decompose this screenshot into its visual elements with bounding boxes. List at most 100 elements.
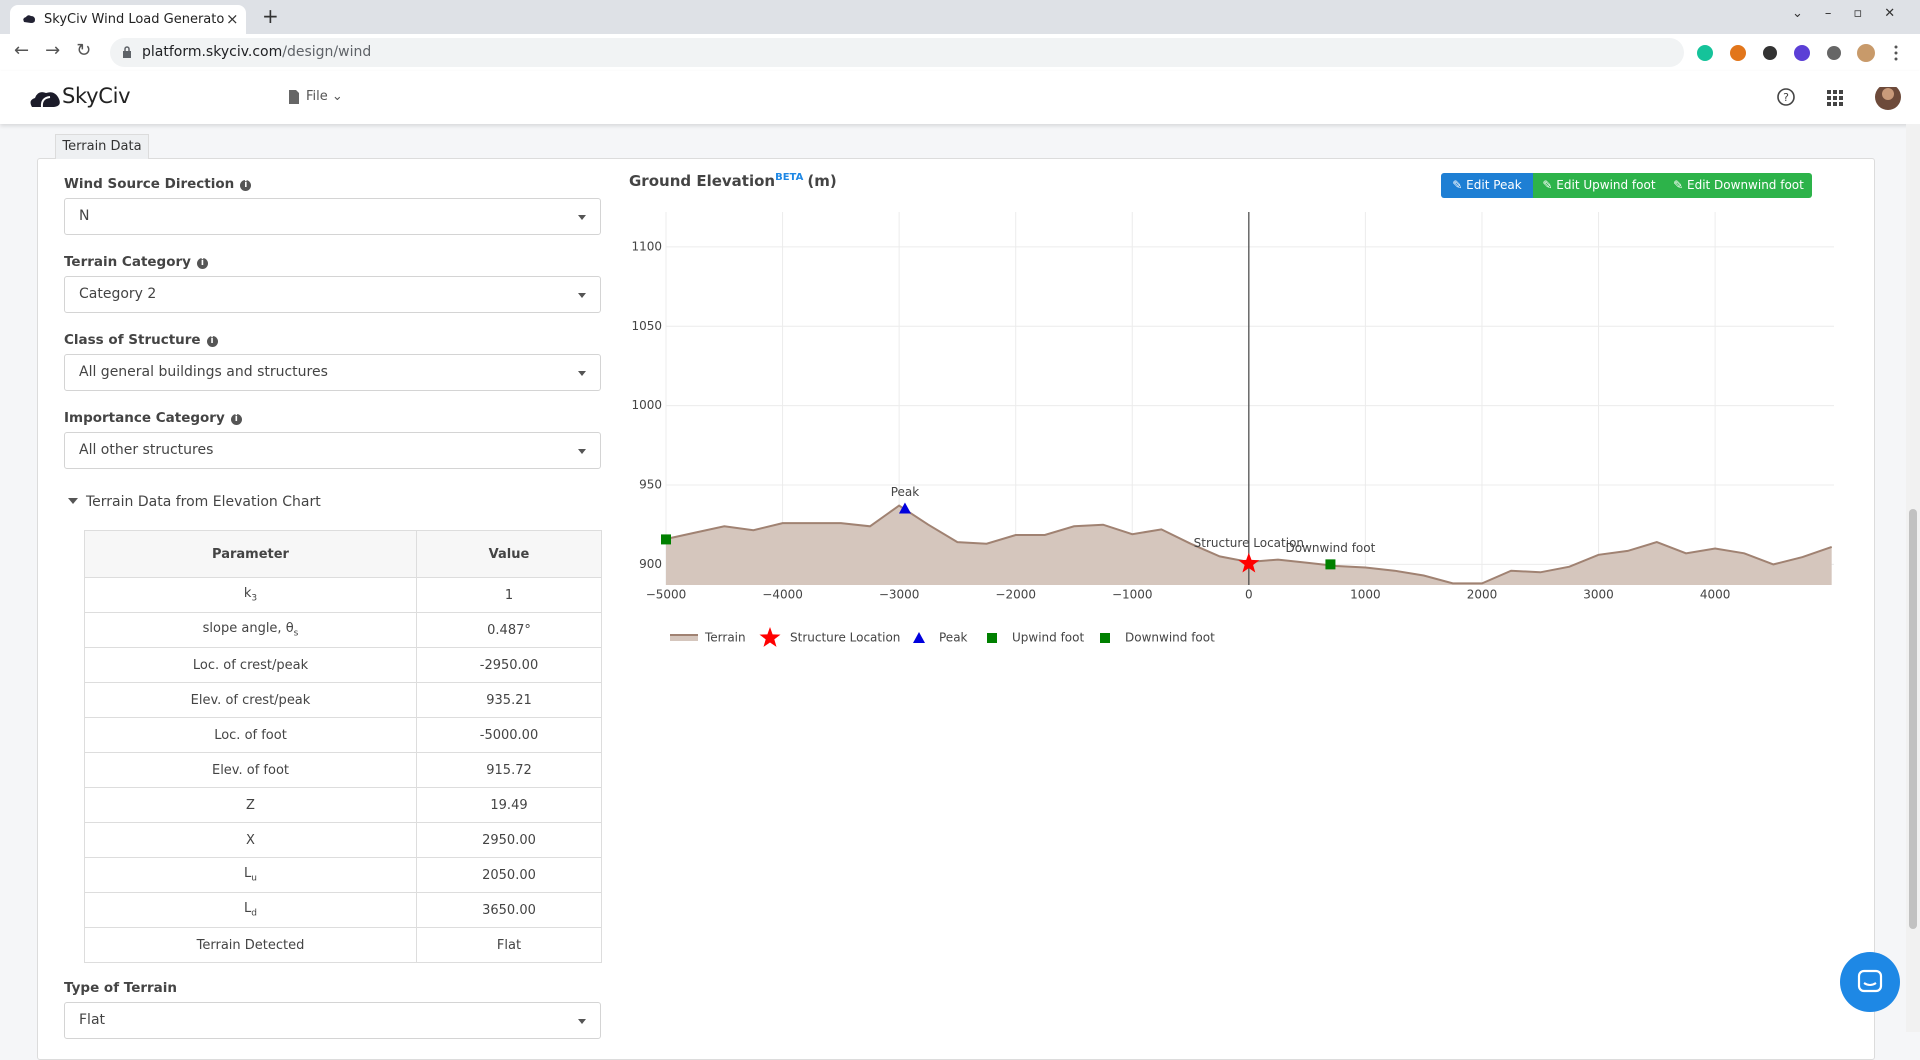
scroll-thumb[interactable] (1909, 509, 1917, 929)
tab-bar: SkyCiv Wind Load Generato × + ⌄–▫✕ (0, 0, 1920, 34)
omnibox[interactable]: platform.skyciv.com/design/wind (110, 38, 1684, 67)
edit-downwind-button[interactable]: ✎ Edit Downwind foot (1665, 173, 1812, 198)
parameter-label: X (246, 832, 255, 848)
y-tick-label: 1100 (631, 239, 662, 253)
parameter-cell: Ld (84, 892, 417, 928)
parameter-label: Elev. of foot (211, 762, 290, 778)
value-cell: 19.49 (416, 787, 602, 823)
terrain-table: Parameter Value k3 1 slope angle, θs 0.487°… (84, 530, 602, 963)
chart-unit: (m) (807, 172, 837, 190)
legend-marker (913, 632, 925, 643)
parameter-cell: Elev. of crest/peak (84, 682, 417, 718)
foot-marker (1325, 559, 1336, 570)
x-tick-label: −1000 (1112, 588, 1153, 602)
parameter-cell: Loc. of foot (84, 717, 417, 753)
field-label: Terrain Category i (64, 254, 208, 270)
x-tick-label: −5000 (646, 588, 687, 602)
parameter-cell: Elev. of foot (84, 752, 417, 788)
browser-tab[interactable]: SkyCiv Wind Load Generato × (10, 5, 246, 34)
caret (578, 293, 586, 298)
x-tick-label: −2000 (995, 588, 1036, 602)
logo-text[interactable]: SkyCiv (62, 84, 131, 108)
table-row: Loc. of foot -5000.00 (84, 717, 602, 753)
field-label: Wind Source Direction i (64, 176, 252, 192)
x-tick-label: 1000 (1350, 588, 1381, 602)
tab-title: SkyCiv Wind Load Generato (44, 12, 225, 27)
value-cell: -5000.00 (416, 717, 602, 753)
chart-title: Ground ElevationBETA (m) (629, 172, 837, 190)
parameter-label: k (243, 586, 252, 602)
table-row: Ld 3650.00 (84, 892, 602, 928)
field-label-text: Terrain Category (64, 254, 191, 270)
value-cell: Flat (416, 927, 602, 963)
legend-label: Terrain (704, 631, 746, 645)
x-tick-label: 0 (1245, 588, 1253, 602)
x-tick-label: −4000 (762, 588, 803, 602)
select[interactable]: Category 2 (64, 276, 601, 313)
header-icons: ? (1777, 87, 1901, 110)
select-value: All other structures (79, 442, 214, 458)
collapsible-header[interactable]: Terrain Data from Elevation Chart (68, 494, 321, 510)
value-cell: 935.21 (416, 682, 602, 718)
info-icon: i (196, 258, 208, 269)
extension-icons (1697, 44, 1898, 62)
table-row: Z 19.49 (84, 787, 602, 823)
parameter-label: Loc. of crest/peak (192, 657, 309, 673)
chat-icon (1857, 969, 1883, 993)
caret (578, 215, 586, 220)
value-cell: 2050.00 (416, 857, 602, 893)
foot-marker (661, 534, 671, 545)
info-icon: i (240, 180, 252, 191)
table-row: Elev. of crest/peak 935.21 (84, 682, 602, 718)
caret (578, 371, 586, 376)
value-cell: 2950.00 (416, 822, 602, 858)
table-header: Value (416, 530, 602, 578)
select[interactable]: All other structures (64, 432, 601, 469)
app-header: SkyCiv File ⌄ ? (0, 71, 1920, 124)
url-host: platform.skyciv.com (142, 44, 283, 60)
legend-marker (759, 627, 781, 647)
legend-label: Downwind foot (1125, 631, 1215, 645)
table-row: Terrain Detected Flat (84, 927, 602, 963)
select[interactable]: N (64, 198, 601, 235)
select-value: All general buildings and structures (79, 364, 328, 380)
chat-button[interactable] (1840, 952, 1900, 1012)
button-label: Edit Upwind foot (1556, 178, 1656, 192)
legend-label: Structure Location (790, 631, 900, 645)
parameter-label: L (244, 866, 252, 882)
point-label: Peak (891, 485, 920, 499)
lock-icon (123, 46, 131, 58)
parameter-cell: X (84, 822, 417, 858)
url-path: /design/wind (282, 44, 372, 60)
scrollbar[interactable] (1906, 124, 1920, 1032)
nav-buttons[interactable]: ←→↻ (14, 40, 108, 61)
caret (578, 449, 586, 454)
window-controls[interactable]: ⌄–▫✕ (1792, 6, 1918, 21)
field-label: Class of Structure i (64, 332, 218, 348)
legend-label: Peak (939, 631, 968, 645)
panel-tab[interactable]: Terrain Data (55, 134, 149, 159)
y-tick-label: 1000 (631, 398, 662, 412)
peak-marker (898, 502, 911, 514)
point-label: Structure Location (1194, 536, 1304, 550)
legend-label: Upwind foot (1012, 631, 1084, 645)
legend-marker (987, 633, 997, 643)
field-label-text: Class of Structure (64, 332, 201, 348)
parameter-label: Elev. of crest/peak (190, 692, 311, 708)
edit-upwind-button[interactable]: ✎ Edit Upwind foot (1533, 173, 1665, 198)
edit-peak-button[interactable]: ✎ Edit Peak (1441, 173, 1533, 198)
new-tab[interactable]: + (262, 4, 279, 28)
select[interactable]: Flat (64, 1002, 601, 1039)
info-icon: i (230, 414, 242, 425)
legend-swatch (670, 635, 698, 641)
select[interactable]: All general buildings and structures (64, 354, 601, 391)
file-menu[interactable]: File ⌄ (306, 89, 343, 104)
table-header: Parameter (84, 530, 417, 578)
point-label: Downwind foot (1286, 541, 1376, 555)
file-icon (289, 90, 299, 104)
tab-close[interactable]: × (226, 10, 239, 28)
parameter-cell: Z (84, 787, 417, 823)
field-label: Type of Terrain (64, 980, 178, 996)
field-label-text: Wind Source Direction (64, 176, 235, 192)
